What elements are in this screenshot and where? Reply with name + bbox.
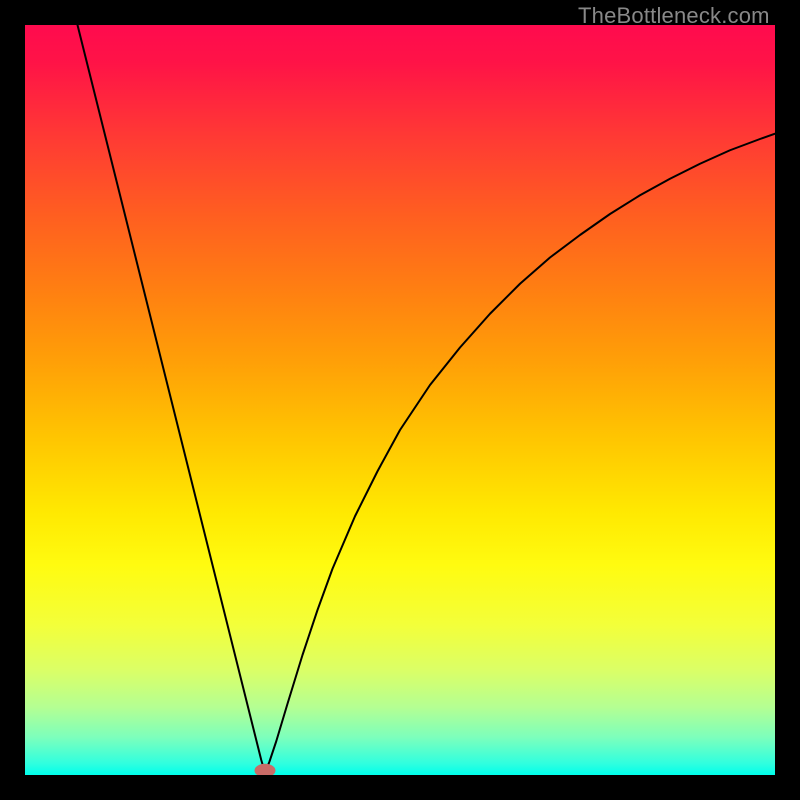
chart-frame: TheBottleneck.com	[0, 0, 800, 800]
plot-area	[25, 25, 775, 775]
gradient-background	[25, 25, 775, 775]
plot-svg	[25, 25, 775, 775]
watermark-text: TheBottleneck.com	[578, 3, 770, 29]
